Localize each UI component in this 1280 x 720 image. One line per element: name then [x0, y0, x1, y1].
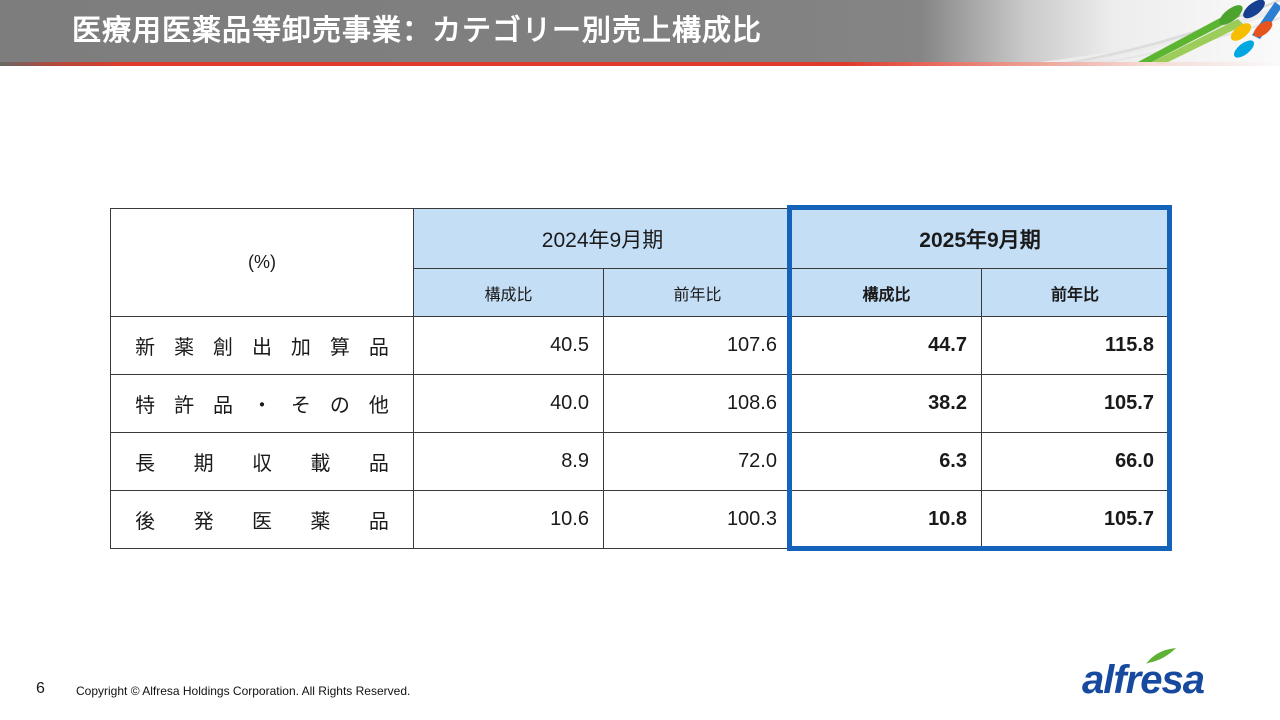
value-cell: 115.8: [981, 316, 1169, 375]
subheader-2024-composition: 構成比: [413, 268, 604, 317]
year-header-2024: 2024年9月期: [413, 208, 792, 269]
row-label: 新 薬 創 出 加 算 品: [110, 316, 414, 375]
table-row: 新 薬 創 出 加 算 品 40.5 107.6 44.7 115.8: [110, 316, 1169, 375]
value-cell: 10.6: [413, 490, 604, 549]
subheader-2025-composition: 構成比: [791, 268, 982, 317]
slide-title: 医療用医薬品等卸売事業：カテゴリー別売上構成比: [72, 15, 763, 47]
table-row: 後 発 医 薬 品 10.6 100.3 10.8 105.7: [110, 490, 1169, 549]
value-cell: 6.3: [791, 432, 982, 491]
value-cell: 44.7: [791, 316, 982, 375]
subheader-2025-yoy: 前年比: [981, 268, 1169, 317]
table-row: 長 期 収 載 品 8.9 72.0 6.3 66.0: [110, 432, 1169, 491]
alfresa-logomark-icon: [1029, 0, 1280, 66]
year-header-2025: 2025年9月期: [791, 208, 1169, 269]
value-cell: 38.2: [791, 374, 982, 433]
value-cell: 108.6: [603, 374, 792, 433]
category-sales-table: (%) 2024年9月期 2025年9月期 構成比 前年比 構成比 前年比 新 …: [110, 208, 1169, 549]
value-cell: 8.9: [413, 432, 604, 491]
value-cell: 40.0: [413, 374, 604, 433]
value-cell: 66.0: [981, 432, 1169, 491]
value-cell: 100.3: [603, 490, 792, 549]
alfresa-logo: alfresa: [1082, 648, 1242, 708]
value-cell: 10.8: [791, 490, 982, 549]
row-label: 長 期 収 載 品: [110, 432, 414, 491]
value-cell: 40.5: [413, 316, 604, 375]
page-number: 6: [36, 680, 45, 697]
row-label: 特許品・その他: [110, 374, 414, 433]
value-cell: 72.0: [603, 432, 792, 491]
header-accent-rule: [0, 62, 1280, 66]
row-label: 後 発 医 薬 品: [110, 490, 414, 549]
slide-header: 医療用医薬品等卸売事業：カテゴリー別売上構成比: [0, 0, 1280, 66]
unit-label-cell: (%): [110, 208, 414, 317]
subheader-2024-yoy: 前年比: [603, 268, 792, 317]
value-cell: 105.7: [981, 490, 1169, 549]
category-table-container: (%) 2024年9月期 2025年9月期 構成比 前年比 構成比 前年比 新 …: [110, 205, 1172, 551]
value-cell: 107.6: [603, 316, 792, 375]
table-row: 特許品・その他 40.0 108.6 38.2 105.7: [110, 374, 1169, 433]
alfresa-leaf-icon: [1146, 648, 1176, 664]
alfresa-logo-text: alfresa: [1082, 658, 1205, 702]
value-cell: 105.7: [981, 374, 1169, 433]
copyright-text: Copyright © Alfresa Holdings Corporation…: [76, 684, 411, 698]
